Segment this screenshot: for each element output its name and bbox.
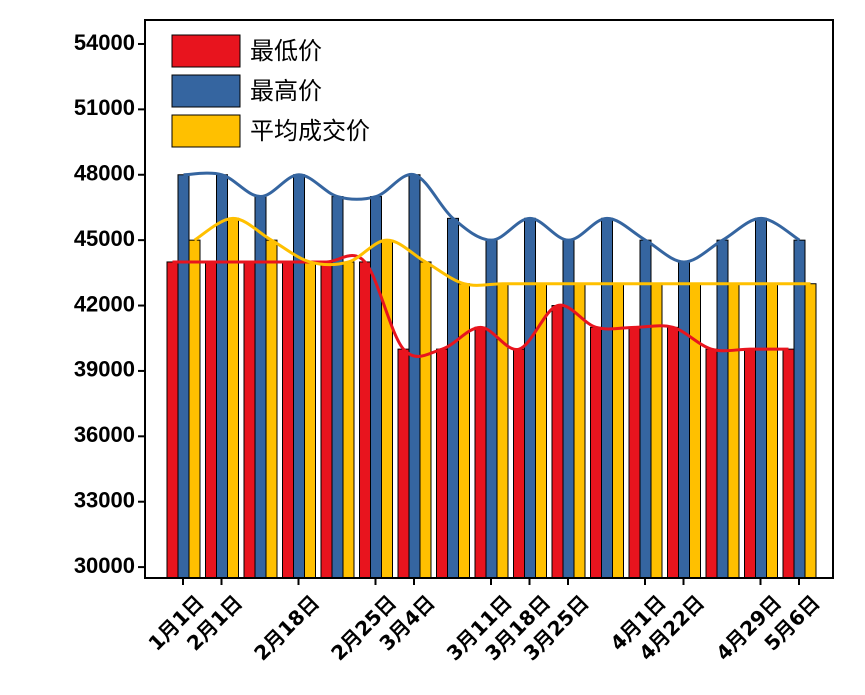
legend-label: 平均成交价 [250,117,370,145]
bar [205,261,217,579]
bar [243,261,256,579]
bar [601,217,613,579]
bar [678,261,690,579]
bar [793,239,806,579]
legend-label: 最低价 [250,37,322,65]
bar [562,239,575,579]
plot-frame [144,19,834,579]
bar [320,261,333,579]
bar [551,305,564,579]
bar [216,174,228,579]
bar [227,217,239,579]
legend-swatch [171,74,241,108]
bar [485,239,498,579]
bar [727,283,740,579]
bar [573,283,586,579]
bar [474,326,487,579]
bar [458,283,470,579]
bar [766,283,778,579]
trend-line [183,171,801,264]
bar [419,261,432,579]
bar [689,283,701,579]
bar [744,348,756,579]
legend-swatch [171,114,241,148]
bar [782,348,795,579]
y-tick-label: 45000 [74,226,135,251]
bar [590,326,602,579]
y-tick-label: 36000 [74,422,135,447]
y-tick-label: 33000 [74,488,135,513]
bar [716,239,729,579]
bar [513,348,525,579]
y-tick-label: 30000 [74,553,135,578]
bar [282,261,294,579]
bar [705,348,718,579]
legend-swatch [171,34,241,68]
bar [436,348,448,579]
plot [166,171,817,579]
bar [304,261,316,579]
y-tick-label: 54000 [74,30,135,55]
bar [370,196,382,579]
legend-label: 最高价 [250,77,322,105]
bar [331,196,344,579]
bar [804,283,817,579]
y-tick-label: 39000 [74,357,135,382]
bar [342,261,355,579]
bar [359,261,371,579]
y-tick-label: 42000 [74,291,135,316]
x-tick-label: 2月18日 [249,590,324,665]
bar [755,217,767,579]
bar [628,326,641,579]
bar [254,196,267,579]
bar [408,174,421,579]
bar [639,239,652,579]
y-tick-label: 51000 [74,95,135,120]
bar [265,239,278,579]
y-tick-label: 48000 [74,161,135,186]
trend-line [193,216,811,287]
bar [650,283,663,579]
bar [166,261,179,579]
bar [397,348,410,579]
bar [188,239,201,579]
trend-line [172,254,789,358]
bar [496,283,509,579]
bar [381,239,393,579]
bar [293,174,305,579]
bar [177,174,190,579]
bar [447,217,459,579]
bar [667,326,679,579]
bar [524,217,536,579]
